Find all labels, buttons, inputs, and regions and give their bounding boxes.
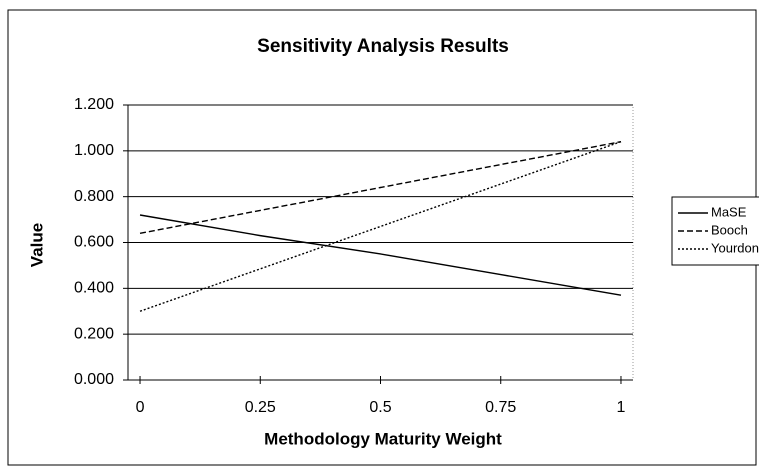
x-tick-label: 0 <box>136 399 145 416</box>
legend-label: Booch <box>711 222 748 237</box>
legend-box <box>671 196 759 266</box>
x-tick-label: 1 <box>617 399 626 416</box>
x-axis-label: Methodology Maturity Weight <box>264 429 502 448</box>
y-tick-label: 0.800 <box>74 188 114 205</box>
y-tick-label: 0.200 <box>74 325 114 342</box>
y-tick-label: 0.000 <box>74 371 114 388</box>
chart-frame <box>7 9 757 466</box>
y-axis-label: Value <box>27 223 46 267</box>
series-line <box>139 140 622 235</box>
legend-label: Yourdon <box>711 240 759 255</box>
series-line <box>139 141 622 312</box>
y-tick-label: 0.400 <box>74 280 114 297</box>
y-tick-label: 1.200 <box>74 96 114 113</box>
series-line <box>139 214 622 296</box>
x-tick-label: 0.25 <box>245 399 276 416</box>
y-tick-label: 0.600 <box>74 234 114 251</box>
x-tick-label: 0.5 <box>369 399 391 416</box>
x-tick-label: 0.75 <box>485 399 516 416</box>
y-tick-label: 1.000 <box>74 142 114 159</box>
chart-title: Sensitivity Analysis Results <box>257 36 509 57</box>
legend-label: MaSE <box>711 204 747 219</box>
